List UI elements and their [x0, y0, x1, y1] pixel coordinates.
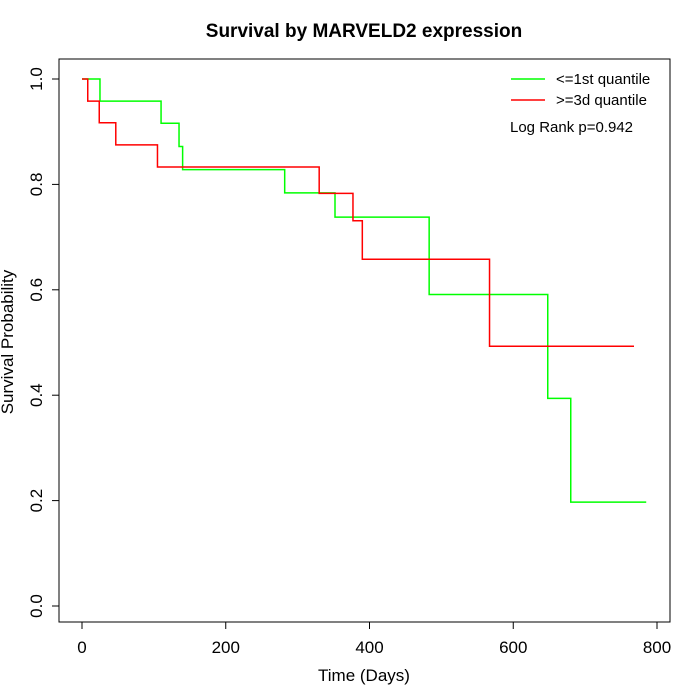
x-axis-label: Time (Days) [318, 666, 410, 685]
y-tick-label: 0.4 [27, 383, 46, 407]
legend: <=1st quantile >=3d quantile [511, 71, 650, 109]
x-tick-label: 200 [212, 638, 240, 657]
x-tick-label: 600 [499, 638, 527, 657]
survival-curve-low [82, 78, 647, 503]
y-axis: 0.0 0.2 0.4 0.6 0.8 1.0 [27, 67, 60, 618]
x-tick-label: 400 [355, 638, 383, 657]
series-layer [82, 78, 647, 503]
x-tick-label: 800 [643, 638, 671, 657]
y-tick-label: 0.8 [27, 173, 46, 197]
x-tick-label: 0 [77, 638, 86, 657]
log-rank-annotation: Log Rank p=0.942 [510, 119, 633, 136]
y-tick-label: 1.0 [27, 67, 46, 91]
chart-title: Survival by MARVELD2 expression [206, 21, 522, 42]
y-axis-label: Survival Probability [0, 269, 17, 414]
x-axis: 0 200 400 600 800 [77, 621, 671, 657]
y-tick-label: 0.6 [27, 278, 46, 302]
y-tick-label: 0.2 [27, 489, 46, 513]
plot-area-frame [58, 58, 671, 623]
legend-label-low: <=1st quantile [556, 71, 650, 88]
y-tick-label: 0.0 [27, 594, 46, 618]
survival-curve-high [82, 78, 634, 347]
legend-label-high: >=3d quantile [556, 92, 647, 109]
